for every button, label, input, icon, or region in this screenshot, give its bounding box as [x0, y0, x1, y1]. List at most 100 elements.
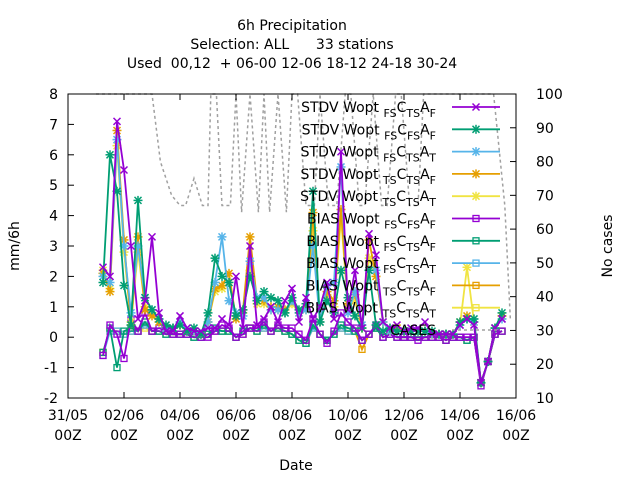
data-point: [133, 314, 143, 323]
data-point: [281, 324, 289, 332]
data-point-stroke: [238, 324, 248, 333]
legend-entry-5: BIAS Wopt FSCFSAF: [307, 212, 500, 232]
data-point-stroke: [168, 327, 178, 336]
y2-tick-label: 70: [536, 188, 554, 204]
data-point: [287, 284, 297, 293]
x-tick-label: 10/06: [328, 408, 368, 424]
data-point: [112, 117, 122, 126]
data-point: [217, 271, 227, 281]
data-point: [196, 327, 206, 336]
data-point: [427, 330, 437, 339]
data-point-stroke: [252, 321, 262, 330]
series-stdv-0: [98, 117, 507, 387]
data-point: [245, 256, 255, 266]
data-point-stroke: [119, 165, 129, 175]
y2-tick-label: 30: [536, 323, 554, 339]
data-point: [148, 327, 156, 335]
data-point: [259, 314, 269, 323]
chart-subtitle-selection: Selection: ALL 33 stations: [190, 37, 394, 53]
data-point: [120, 354, 128, 363]
data-point: [364, 229, 374, 238]
data-point-stroke: [140, 296, 150, 305]
x-tick-label-hour: 00Z: [110, 428, 137, 444]
data-point: [203, 308, 213, 318]
x-tick-label-hour: 00Z: [54, 428, 81, 444]
data-point-stroke: [287, 284, 297, 293]
data-point: [218, 321, 226, 329]
data-point: [308, 208, 318, 218]
legend-label: BIAS Wopt TSCTSAT: [305, 301, 436, 321]
data-point: [329, 277, 339, 287]
x-tick-label: 14/06: [440, 408, 480, 424]
data-point: [455, 321, 465, 330]
data-point-stroke: [105, 272, 115, 281]
data-point: [273, 296, 283, 306]
data-point: [448, 330, 458, 339]
data-point: [323, 339, 331, 347]
x-tick-label-hour: 00Z: [446, 428, 473, 444]
y2-tick-label: 100: [536, 87, 563, 103]
data-point-stroke: [427, 330, 437, 339]
data-point: [224, 321, 234, 330]
data-point: [134, 327, 142, 335]
x-axis-label: Date: [279, 458, 312, 474]
data-point: [105, 287, 115, 297]
data-point: [497, 308, 507, 318]
data-point-stroke: [399, 327, 409, 336]
data-point: [294, 317, 304, 327]
legend-marker: [472, 259, 480, 267]
data-point: [210, 324, 220, 333]
data-point-stroke: [483, 357, 493, 366]
axes-group: -2 -1 0 1 2 3 4 5 6 7 8 10 20 30 40 50 60 70 80 90 100 31/05 0…: [44, 87, 563, 444]
legend-label: STDV Wopt TSCTSAF: [300, 167, 436, 187]
data-point: [322, 278, 332, 287]
legend-entry-4: STDV Wopt TSCTSAT: [300, 189, 500, 209]
y-axis-label: mm/6h: [7, 221, 23, 271]
y2-tick-label: 60: [536, 222, 554, 238]
data-point: [456, 333, 464, 341]
legend-entry-0: STDV Wopt FSCTSAF: [301, 100, 500, 120]
data-point: [315, 317, 325, 327]
data-point: [350, 266, 360, 275]
data-point: [308, 186, 318, 196]
data-point: [267, 327, 275, 335]
legend-marker: [471, 102, 481, 112]
legend-marker: [472, 304, 480, 312]
legend-label: STDV Wopt FSCFSAF: [302, 122, 436, 142]
data-point-stroke: [378, 317, 388, 327]
data-point: [133, 195, 143, 205]
data-point: [119, 281, 129, 291]
data-point: [462, 262, 472, 272]
y2-tick-label: 10: [536, 391, 554, 407]
legend-marker: [472, 237, 480, 245]
y-tick-label: 1: [49, 300, 58, 316]
data-point-stroke: [315, 302, 325, 311]
data-point: [385, 324, 395, 333]
data-point: [469, 314, 479, 324]
data-point: [434, 330, 444, 339]
data-point-stroke: [273, 317, 283, 327]
data-point: [371, 251, 381, 260]
data-point: [336, 147, 346, 156]
data-point: [126, 320, 136, 330]
data-point: [224, 277, 234, 287]
data-point-stroke: [280, 296, 290, 305]
data-point: [336, 265, 346, 275]
data-point: [344, 318, 352, 326]
data-point: [189, 327, 199, 336]
data-point-stroke: [441, 330, 451, 339]
x-tick-label: 08/06: [272, 408, 312, 424]
data-point-stroke: [357, 324, 367, 333]
data-point: [217, 232, 227, 242]
data-point: [309, 315, 317, 323]
data-point-stroke: [294, 317, 304, 327]
data-point: [295, 330, 303, 338]
series-line: [102, 121, 503, 384]
y-tick-label: 0: [49, 330, 58, 346]
data-point: [288, 324, 296, 332]
series-group: [98, 117, 507, 390]
data-point: [113, 363, 121, 372]
legend-entry-3: STDV Wopt TSCTSAF: [300, 167, 500, 187]
data-point-stroke: [210, 324, 220, 333]
data-point: [498, 327, 506, 335]
